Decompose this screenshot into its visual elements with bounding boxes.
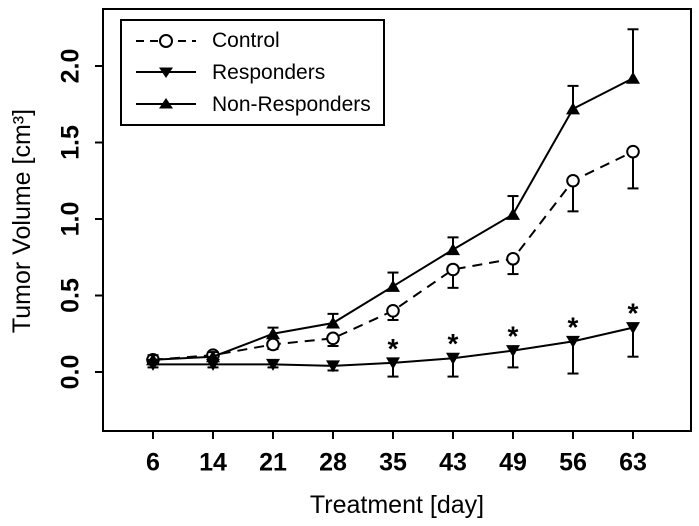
- open-circle-marker: [326, 331, 340, 346]
- y-tick-label: 1.0: [57, 202, 85, 237]
- significance-asterisk: *: [508, 321, 519, 352]
- triangle-down-marker: [446, 352, 460, 365]
- triangle-down-marker: [626, 322, 640, 335]
- open-circle-marker: [506, 251, 520, 266]
- x-tick-label: 14: [199, 449, 227, 477]
- legend-item-control: Control: [134, 26, 383, 55]
- x-tick-label: 21: [259, 449, 287, 477]
- legend: Control Responders Non-Responders: [120, 19, 385, 126]
- open-circle-marker: [626, 144, 640, 159]
- legend-item-non-responders: Non-Responders: [134, 90, 383, 119]
- significance-asterisk: *: [448, 328, 459, 359]
- legend-label-control: Control: [212, 29, 280, 53]
- open-circle-marker: [566, 173, 580, 188]
- y-tick-label: 1.5: [57, 125, 85, 160]
- x-tick-label: 56: [559, 449, 587, 477]
- legend-label-responders: Responders: [212, 60, 326, 84]
- y-axis-title: Tumor Volume [cm³]: [8, 109, 36, 333]
- series-line-control: [152, 150, 634, 361]
- y-tick-label: 0.5: [57, 278, 85, 313]
- triangle-up-marker: [326, 316, 340, 329]
- triangle-down-marker: [566, 335, 580, 348]
- open-circle-marker: [266, 337, 280, 352]
- significance-asterisk: *: [388, 333, 399, 364]
- open-circle-marker: [446, 262, 460, 277]
- triangle-up-marker: [146, 353, 160, 366]
- triangle-down-marker: [326, 360, 340, 373]
- x-tick-label: 63: [619, 449, 647, 477]
- dashed-line-open-circle-icon: [136, 33, 196, 48]
- legend-label-non-responders: Non-Responders: [212, 92, 371, 116]
- y-tick-label: 0.0: [57, 355, 85, 390]
- triangle-up-marker: [626, 71, 640, 84]
- legend-item-responders: Responders: [134, 58, 383, 87]
- triangle-up-marker: [266, 327, 280, 340]
- solid-line-triangle-down-icon: [136, 67, 196, 79]
- solid-line-triangle-up-icon: [136, 98, 196, 109]
- x-tick-label: 6: [146, 449, 160, 477]
- triangle-down-marker: [506, 345, 520, 358]
- x-tick-label: 35: [379, 449, 407, 477]
- triangle-up-marker: [506, 207, 520, 220]
- triangle-down-marker: [266, 358, 280, 371]
- open-circle-marker: [386, 304, 400, 318]
- x-tick-label: 43: [439, 449, 467, 477]
- x-axis-title: Treatment [day]: [310, 491, 484, 519]
- triangle-up-marker: [446, 243, 460, 256]
- triangle-up-marker: [386, 279, 400, 292]
- significance-asterisk: *: [568, 311, 579, 342]
- x-tick-label: 49: [499, 449, 527, 477]
- x-tick-label: 28: [319, 449, 347, 477]
- y-tick-label: 2.0: [57, 49, 85, 84]
- triangle-up-marker: [566, 102, 580, 115]
- significance-asterisk: *: [628, 298, 639, 329]
- triangle-down-marker: [386, 357, 400, 370]
- triangle-up-marker: [206, 350, 220, 363]
